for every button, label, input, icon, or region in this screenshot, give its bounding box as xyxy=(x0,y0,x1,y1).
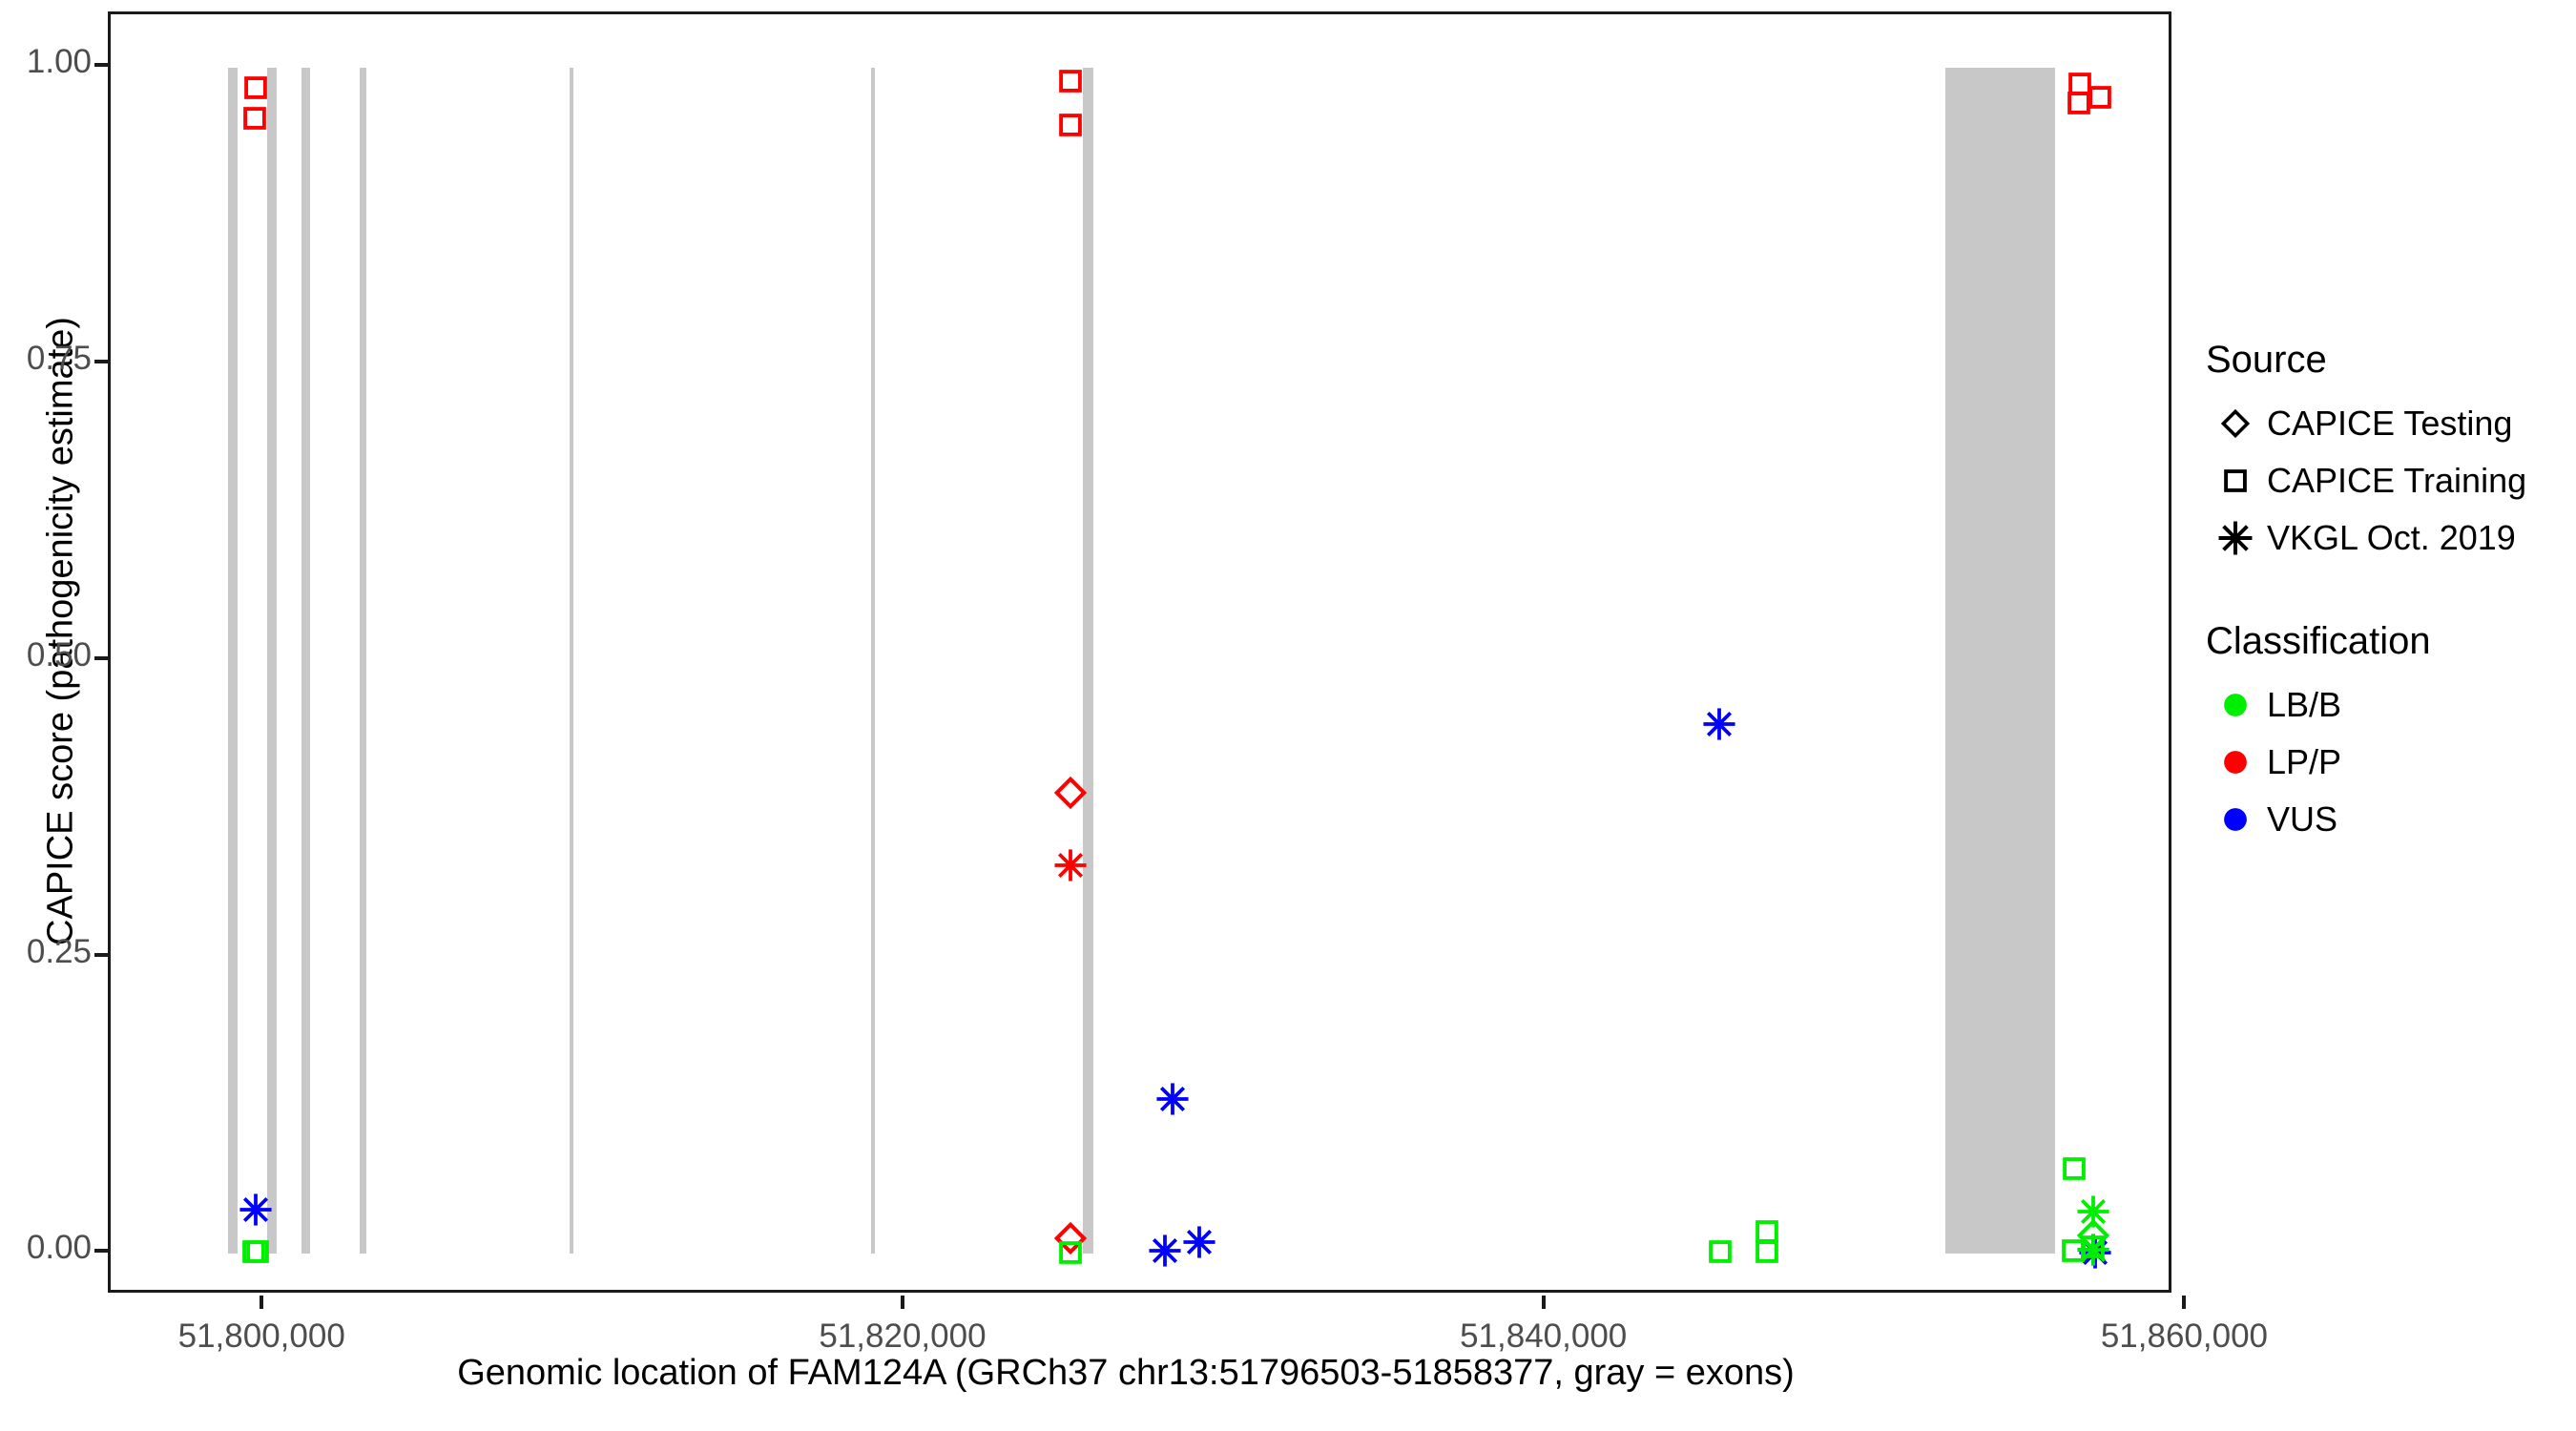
x-tick xyxy=(900,1296,904,1309)
legend-group-source: Source CAPICE Testing CAPICE Training VKGL… xyxy=(2204,339,2566,567)
legend-item-label: LB/B xyxy=(2267,685,2342,724)
data-point-square xyxy=(240,104,269,133)
legend-group-classification: Classification LB/B LP/P VUS xyxy=(2204,620,2566,848)
asterisk-icon xyxy=(2204,520,2267,556)
plot-area xyxy=(111,14,2169,1290)
data-point-asterisk xyxy=(1053,848,1088,882)
x-tick xyxy=(2182,1296,2187,1309)
exon-band xyxy=(301,67,310,1255)
exon-band xyxy=(359,67,366,1255)
x-tick-label: 51,840,000 xyxy=(1460,1317,1628,1355)
data-point-square xyxy=(1056,1238,1085,1267)
x-tick xyxy=(260,1296,264,1309)
x-axis-title: Genomic location of FAM124A (GRCh37 chr1… xyxy=(457,1353,1795,1393)
circle-icon xyxy=(2204,688,2267,722)
y-tick-label: 0.75 xyxy=(26,339,92,377)
legend-item-vus[interactable]: VUS xyxy=(2204,791,2566,848)
exon-band xyxy=(569,67,573,1255)
exon-band xyxy=(1944,67,2056,1255)
y-axis-title: CAPICE score (pathogenicity estimate) xyxy=(40,317,81,945)
exon-band xyxy=(227,67,238,1255)
legend-item-lp-p[interactable]: LP/P xyxy=(2204,734,2566,791)
data-point-square xyxy=(1056,111,1085,139)
plot-panel xyxy=(108,11,2171,1293)
y-tick-label: 0.50 xyxy=(26,635,92,674)
diamond-icon xyxy=(2204,409,2267,438)
legend-item-label: VKGL Oct. 2019 xyxy=(2267,518,2516,557)
legend-classification-items: LB/B LP/P VUS xyxy=(2204,676,2566,848)
data-point-square xyxy=(2060,1154,2088,1183)
legend-item-lb-b[interactable]: LB/B xyxy=(2204,676,2566,734)
exon-band xyxy=(267,67,278,1255)
legend-source-items: CAPICE Testing CAPICE Training VKGL Oct. 2… xyxy=(2204,395,2566,567)
legend-item-label: LP/P xyxy=(2267,742,2342,781)
x-tick-label: 51,800,000 xyxy=(177,1317,345,1355)
y-tick-label: 1.00 xyxy=(26,42,92,80)
data-point-square xyxy=(1706,1237,1735,1266)
y-tick-label: 0.00 xyxy=(26,1229,92,1267)
y-tick xyxy=(94,655,108,660)
exon-band xyxy=(1083,67,1094,1255)
data-point-square xyxy=(241,73,270,102)
square-icon xyxy=(2204,467,2267,495)
legend: Source CAPICE Testing CAPICE Training VKGL… xyxy=(2204,339,2566,848)
data-point-asterisk xyxy=(1702,707,1736,741)
x-tick-label: 51,820,000 xyxy=(819,1317,987,1355)
circle-icon xyxy=(2204,745,2267,779)
data-point-asterisk xyxy=(239,1192,273,1227)
legend-item-label: VUS xyxy=(2267,799,2338,839)
y-tick xyxy=(94,952,108,957)
x-tick-label: 51,860,000 xyxy=(2100,1317,2268,1355)
circle-icon xyxy=(2204,802,2267,837)
legend-item-label: CAPICE Testing xyxy=(2267,404,2513,443)
data-point-square xyxy=(2086,83,2114,112)
data-point-square xyxy=(1753,1237,1781,1266)
legend-item-capice-training[interactable]: CAPICE Training xyxy=(2204,452,2566,509)
data-point-asterisk xyxy=(1182,1225,1216,1259)
data-point-square xyxy=(2065,89,2093,117)
data-point-asterisk xyxy=(1148,1234,1182,1268)
data-point-asterisk xyxy=(1155,1082,1190,1116)
data-point-square xyxy=(243,1237,272,1266)
legend-title-source: Source xyxy=(2206,339,2327,381)
y-tick xyxy=(94,359,108,363)
exon-band xyxy=(870,67,875,1255)
data-point-square xyxy=(1056,67,1085,95)
x-tick xyxy=(1541,1296,1546,1309)
legend-title-classification: Classification xyxy=(2206,620,2431,662)
y-tick-label: 0.25 xyxy=(26,932,92,970)
y-tick xyxy=(94,1249,108,1254)
data-point-diamond xyxy=(2076,1218,2109,1252)
data-point-diamond xyxy=(1053,776,1088,809)
y-tick xyxy=(94,62,108,67)
data-point-diamond xyxy=(1054,1222,1088,1255)
legend-item-capice-testing[interactable]: CAPICE Testing xyxy=(2204,395,2566,452)
legend-item-label: CAPICE Training xyxy=(2267,461,2527,500)
legend-item-vkgl-oct-2019[interactable]: VKGL Oct. 2019 xyxy=(2204,509,2566,567)
